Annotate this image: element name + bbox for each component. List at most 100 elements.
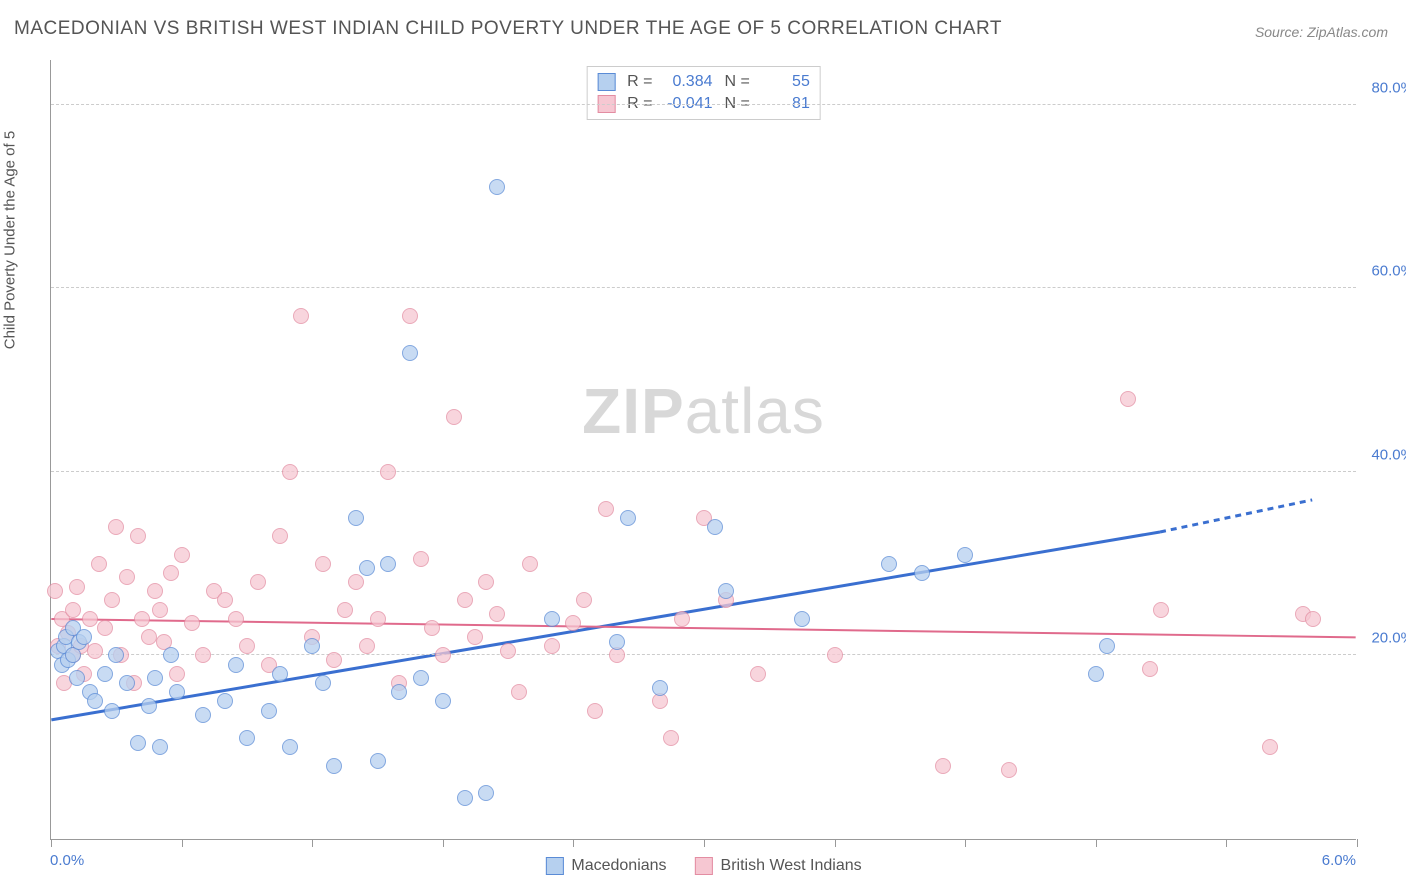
scatter-point — [195, 707, 211, 723]
scatter-point — [935, 758, 951, 774]
scatter-point — [402, 308, 418, 324]
scatter-point — [1120, 391, 1136, 407]
scatter-point — [195, 647, 211, 663]
scatter-point — [87, 693, 103, 709]
legend-item-1: British West Indians — [695, 857, 862, 875]
scatter-point — [478, 574, 494, 590]
scatter-point — [478, 785, 494, 801]
x-tick — [443, 839, 444, 847]
scatter-point — [413, 670, 429, 686]
scatter-point — [881, 556, 897, 572]
scatter-point — [511, 684, 527, 700]
x-tick — [1357, 839, 1358, 847]
scatter-point — [76, 629, 92, 645]
scatter-point — [163, 647, 179, 663]
scatter-point — [707, 519, 723, 535]
scatter-point — [663, 730, 679, 746]
scatter-point — [576, 592, 592, 608]
scatter-point — [348, 510, 364, 526]
source-label: Source: — [1255, 24, 1307, 40]
scatter-point — [174, 547, 190, 563]
scatter-point — [152, 739, 168, 755]
scatter-point — [69, 579, 85, 595]
scatter-point — [609, 634, 625, 650]
scatter-point — [1153, 602, 1169, 618]
watermark-bold: ZIP — [582, 375, 685, 447]
scatter-point — [97, 620, 113, 636]
trendline — [51, 619, 1355, 637]
scatter-point — [620, 510, 636, 526]
scatter-point — [794, 611, 810, 627]
scatter-point — [272, 528, 288, 544]
swatch-series-0 — [597, 73, 615, 91]
chart-title: MACEDONIAN VS BRITISH WEST INDIAN CHILD … — [14, 18, 1002, 40]
scatter-point — [957, 547, 973, 563]
scatter-point — [239, 638, 255, 654]
legend-item-0: Macedonians — [545, 857, 666, 875]
scatter-point — [130, 528, 146, 544]
y-tick-label: 40.0% — [1371, 446, 1406, 463]
scatter-point — [130, 735, 146, 751]
scatter-point — [228, 611, 244, 627]
scatter-point — [457, 790, 473, 806]
scatter-point — [134, 611, 150, 627]
scatter-point — [87, 643, 103, 659]
scatter-point — [402, 345, 418, 361]
n-value-0: 55 — [758, 73, 810, 91]
scatter-point — [69, 670, 85, 686]
scatter-point — [424, 620, 440, 636]
scatter-point — [97, 666, 113, 682]
scatter-point — [169, 684, 185, 700]
scatter-point — [489, 179, 505, 195]
scatter-point — [359, 560, 375, 576]
scatter-point — [315, 675, 331, 691]
scatter-point — [104, 703, 120, 719]
scatter-point — [337, 602, 353, 618]
scatter-point — [1001, 762, 1017, 778]
scatter-point — [446, 409, 462, 425]
legend-label-0: Macedonians — [571, 857, 666, 875]
scatter-point — [1262, 739, 1278, 755]
scatter-point — [370, 611, 386, 627]
x-axis-max-label: 6.0% — [1322, 852, 1356, 869]
y-tick-label: 20.0% — [1371, 630, 1406, 647]
scatter-point — [544, 638, 560, 654]
scatter-point — [1099, 638, 1115, 654]
trendlines-svg — [51, 60, 1356, 839]
scatter-point — [147, 670, 163, 686]
x-axis-min-label: 0.0% — [50, 852, 84, 869]
scatter-point — [250, 574, 266, 590]
scatter-point — [370, 753, 386, 769]
gridline — [51, 654, 1356, 655]
scatter-point — [119, 675, 135, 691]
plot-area: ZIPatlas R = 0.384 N = 55 R = -0.041 N =… — [50, 60, 1356, 840]
x-tick — [704, 839, 705, 847]
legend-swatch-0 — [545, 857, 563, 875]
watermark-light: atlas — [685, 375, 825, 447]
x-tick — [182, 839, 183, 847]
scatter-point — [413, 551, 429, 567]
scatter-point — [827, 647, 843, 663]
scatter-point — [914, 565, 930, 581]
x-tick — [312, 839, 313, 847]
source-name: ZipAtlas.com — [1307, 24, 1388, 40]
trendline-extrapolated — [1160, 500, 1312, 532]
scatter-point — [652, 680, 668, 696]
scatter-point — [304, 638, 320, 654]
scatter-point — [228, 657, 244, 673]
scatter-point — [522, 556, 538, 572]
scatter-point — [326, 652, 342, 668]
y-axis-title: Child Poverty Under the Age of 5 — [2, 131, 19, 349]
scatter-point — [457, 592, 473, 608]
scatter-point — [272, 666, 288, 682]
scatter-point — [239, 730, 255, 746]
scatter-point — [261, 703, 277, 719]
r-label-0: R = — [627, 73, 652, 91]
scatter-point — [1142, 661, 1158, 677]
legend-swatch-1 — [695, 857, 713, 875]
x-tick — [1096, 839, 1097, 847]
n-label-0: N = — [725, 73, 750, 91]
correlation-row-0: R = 0.384 N = 55 — [597, 71, 810, 93]
x-tick — [51, 839, 52, 847]
gridline — [51, 104, 1356, 105]
